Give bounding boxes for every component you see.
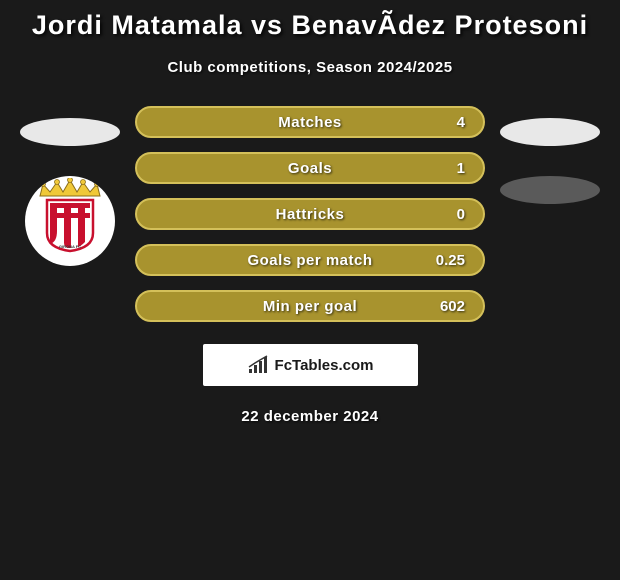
stat-value: 1 [457,160,465,177]
stat-label: Hattricks [276,206,345,223]
page-subtitle: Club competitions, Season 2024/2025 [0,59,620,76]
svg-text:GIRONA FC: GIRONA FC [59,244,81,249]
date-text: 22 december 2024 [0,408,620,425]
player2-oval [500,118,600,146]
stats-column: Matches 4 Goals 1 Hattricks 0 Goals per … [130,106,490,322]
left-column: GIRONA FC [10,106,130,266]
main-row: GIRONA FC Matches 4 Goals 1 Hattricks 0 … [0,106,620,322]
right-column [490,106,610,204]
stat-bar-gpm: Goals per match 0.25 [135,244,485,276]
stat-label: Min per goal [263,298,357,315]
stat-value: 602 [440,298,465,315]
infographic-container: Jordi Matamala vs BenavÃ­dez Protesoni C… [0,0,620,580]
stat-bar-hattricks: Hattricks 0 [135,198,485,230]
footer-brand-text: FcTables.com [275,357,374,374]
shield-icon: GIRONA FC [45,198,95,253]
club2-oval [500,176,600,204]
stat-value: 0.25 [436,252,465,269]
crown-icon [35,178,105,198]
stat-value: 4 [457,114,465,131]
stat-label: Matches [278,114,342,131]
stat-value: 0 [457,206,465,223]
stat-label: Goals per match [247,252,372,269]
player1-oval [20,118,120,146]
footer-brand-box: FcTables.com [203,344,418,386]
chart-icon [247,355,271,375]
stat-bar-matches: Matches 4 [135,106,485,138]
page-title: Jordi Matamala vs BenavÃ­dez Protesoni [0,10,620,41]
stat-label: Goals [288,160,332,177]
stat-bar-mpg: Min per goal 602 [135,290,485,322]
club-badge-girona: GIRONA FC [25,176,115,266]
stat-bar-goals: Goals 1 [135,152,485,184]
